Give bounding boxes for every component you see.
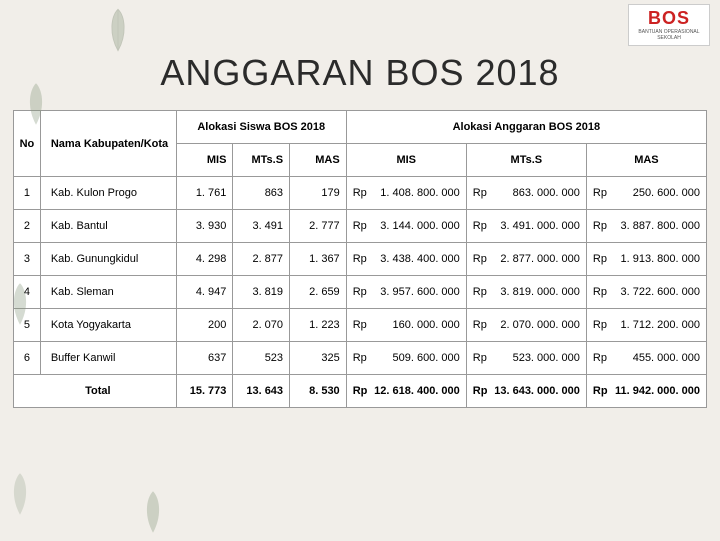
cell-siswa-mas: 179 — [290, 177, 347, 210]
cell-siswa-mas: 1. 223 — [290, 309, 347, 342]
money-cell: Rp1. 712. 200. 000 — [586, 309, 706, 342]
cell-siswa-mas: 2. 659 — [290, 276, 347, 309]
logo-title: BOS — [629, 8, 709, 29]
cell-total-label: Total — [14, 375, 177, 408]
cell-nama: Kota Yogyakarta — [40, 309, 176, 342]
col-anggaran-mis: MIS — [346, 144, 466, 177]
money-cell: Rp3. 887. 800. 000 — [586, 210, 706, 243]
money-cell: Rp2. 877. 000. 000 — [466, 243, 586, 276]
money-cell: Rp3. 957. 600. 000 — [346, 276, 466, 309]
leaf-decoration — [2, 280, 38, 328]
money-cell: Rp509. 600. 000 — [346, 342, 466, 375]
cell-siswa-mas: 325 — [290, 342, 347, 375]
cell-nama: Buffer Kanwil — [40, 342, 176, 375]
money-cell: Rp3. 438. 400. 000 — [346, 243, 466, 276]
money-cell: Rp523. 000. 000 — [466, 342, 586, 375]
money-cell: Rp250. 600. 000 — [586, 177, 706, 210]
money-cell: Rp11. 942. 000. 000 — [586, 375, 706, 408]
cell-siswa-mas: 1. 367 — [290, 243, 347, 276]
cell-total-siswa-mas: 8. 530 — [290, 375, 347, 408]
cell-total-siswa-mtss: 13. 643 — [233, 375, 290, 408]
money-cell: Rp3. 144. 000. 000 — [346, 210, 466, 243]
cell-no: 2 — [14, 210, 41, 243]
cell-siswa-mis: 4. 947 — [176, 276, 233, 309]
leaf-decoration — [2, 470, 38, 518]
cell-siswa-mtss: 3. 819 — [233, 276, 290, 309]
cell-siswa-mtss: 523 — [233, 342, 290, 375]
col-group-anggaran: Alokasi Anggaran BOS 2018 — [346, 111, 706, 144]
col-nama: Nama Kabupaten/Kota — [40, 111, 176, 177]
cell-siswa-mis: 3. 930 — [176, 210, 233, 243]
cell-siswa-mis: 1. 761 — [176, 177, 233, 210]
table-row: 5Kota Yogyakarta2002. 0701. 223Rp160. 00… — [14, 309, 707, 342]
cell-siswa-mtss: 3. 491 — [233, 210, 290, 243]
leaf-decoration — [100, 6, 136, 54]
cell-no: 3 — [14, 243, 41, 276]
money-cell: Rp455. 000. 000 — [586, 342, 706, 375]
cell-siswa-mtss: 863 — [233, 177, 290, 210]
money-cell: Rp3. 722. 600. 000 — [586, 276, 706, 309]
money-cell: Rp160. 000. 000 — [346, 309, 466, 342]
table-row: 1Kab. Kulon Progo1. 761863179Rp1. 408. 8… — [14, 177, 707, 210]
leaf-decoration — [18, 80, 54, 128]
cell-no: 6 — [14, 342, 41, 375]
table-row: 4Kab. Sleman4. 9473. 8192. 659Rp3. 957. … — [14, 276, 707, 309]
money-cell: Rp3. 819. 000. 000 — [466, 276, 586, 309]
budget-table: No Nama Kabupaten/Kota Alokasi Siswa BOS… — [13, 110, 707, 408]
col-siswa-mis: MIS — [176, 144, 233, 177]
cell-no: 1 — [14, 177, 41, 210]
logo-subtitle: BANTUAN OPERASIONAL SEKOLAH — [629, 29, 709, 41]
money-cell: Rp2. 070. 000. 000 — [466, 309, 586, 342]
table-row: 3Kab. Gunungkidul4. 2982. 8771. 367Rp3. … — [14, 243, 707, 276]
table-row: 6Buffer Kanwil637523325Rp509. 600. 000Rp… — [14, 342, 707, 375]
cell-siswa-mas: 2. 777 — [290, 210, 347, 243]
money-cell: Rp13. 643. 000. 000 — [466, 375, 586, 408]
money-cell: Rp12. 618. 400. 000 — [346, 375, 466, 408]
bos-logo: BOS BANTUAN OPERASIONAL SEKOLAH — [628, 4, 710, 46]
cell-nama: Kab. Bantul — [40, 210, 176, 243]
total-row: Total15. 77313. 6438. 530Rp12. 618. 400.… — [14, 375, 707, 408]
cell-siswa-mtss: 2. 070 — [233, 309, 290, 342]
cell-nama: Kab. Gunungkidul — [40, 243, 176, 276]
cell-nama: Kab. Sleman — [40, 276, 176, 309]
col-siswa-mas: MAS — [290, 144, 347, 177]
cell-siswa-mis: 200 — [176, 309, 233, 342]
money-cell: Rp1. 913. 800. 000 — [586, 243, 706, 276]
col-anggaran-mas: MAS — [586, 144, 706, 177]
col-group-siswa: Alokasi Siswa BOS 2018 — [176, 111, 346, 144]
money-cell: Rp863. 000. 000 — [466, 177, 586, 210]
col-anggaran-mtss: MTs.S — [466, 144, 586, 177]
table-row: 2Kab. Bantul3. 9303. 4912. 777Rp3. 144. … — [14, 210, 707, 243]
cell-siswa-mis: 637 — [176, 342, 233, 375]
money-cell: Rp3. 491. 000. 000 — [466, 210, 586, 243]
cell-nama: Kab. Kulon Progo — [40, 177, 176, 210]
cell-siswa-mis: 4. 298 — [176, 243, 233, 276]
cell-total-siswa-mis: 15. 773 — [176, 375, 233, 408]
cell-siswa-mtss: 2. 877 — [233, 243, 290, 276]
col-siswa-mtss: MTs.S — [233, 144, 290, 177]
leaf-decoration — [135, 488, 171, 536]
money-cell: Rp1. 408. 800. 000 — [346, 177, 466, 210]
